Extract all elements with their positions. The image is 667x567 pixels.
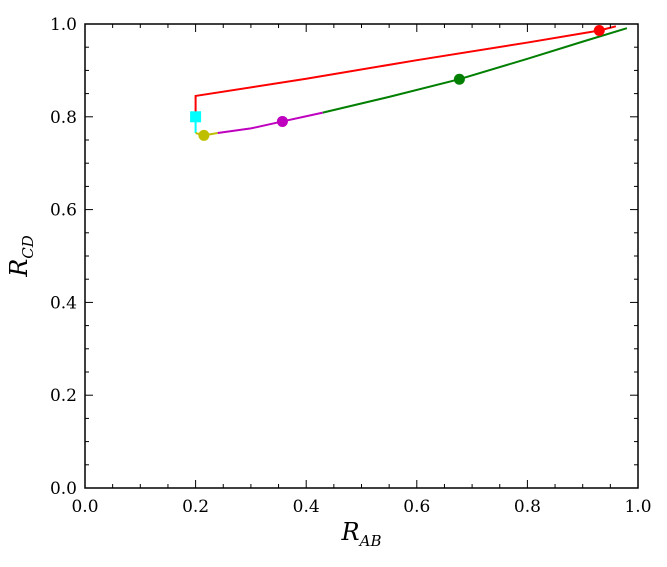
- tick-labels: 0.0 0.2 0.4 0.6 0.8 1.0 0.0 0.2 0.4 0.6 0.8 1.0: [50, 15, 652, 517]
- x-axis-label: RAB: [341, 518, 382, 550]
- x-tick-label: 0.6: [403, 497, 430, 517]
- y-tick-label: 0.8: [50, 108, 77, 128]
- x-axis-label-sub: AB: [358, 532, 382, 550]
- y-axis-label-main: R: [5, 259, 33, 278]
- plot-frame: [84, 23, 639, 489]
- series-line: [217, 111, 324, 135]
- x-tick-label: 0.2: [182, 497, 209, 517]
- x-tick-label: 0.8: [514, 497, 541, 517]
- y-tick-label: 0.6: [50, 201, 77, 221]
- y-tick-label: 0.2: [50, 386, 77, 406]
- data-point-marker: [593, 24, 605, 36]
- x-tick-label: 1.0: [624, 497, 651, 517]
- data-point-marker: [276, 115, 288, 127]
- y-axis-label: RCD: [5, 235, 37, 278]
- series-line: [322, 27, 628, 114]
- y-tick-label: 0.0: [50, 479, 77, 499]
- y-axis-label-sub: CD: [19, 235, 37, 259]
- axis-ticks: [84, 23, 639, 489]
- series-line: [194, 25, 617, 117]
- x-tick-label: 0.0: [71, 497, 98, 517]
- data-point-marker: [190, 111, 202, 123]
- data-point-marker: [453, 73, 465, 85]
- x-tick-label: 0.4: [293, 497, 320, 517]
- data-point-marker: [198, 129, 210, 141]
- x-axis-label-main: R: [341, 518, 360, 546]
- y-tick-label: 0.4: [50, 293, 77, 313]
- y-tick-label: 1.0: [50, 15, 77, 35]
- plot-marks: [190, 24, 628, 141]
